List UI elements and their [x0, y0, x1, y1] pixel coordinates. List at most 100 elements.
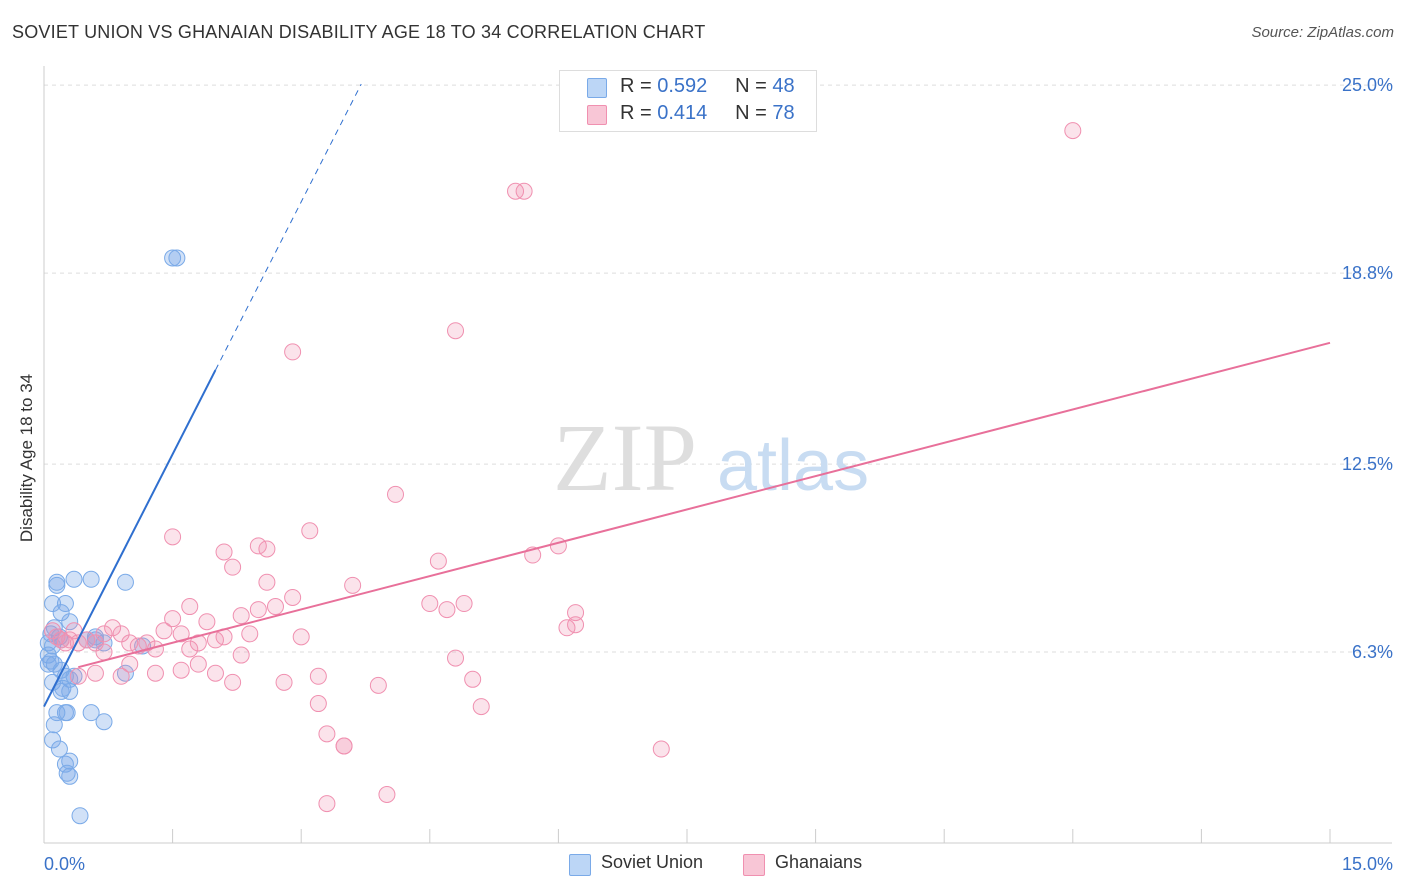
source-label: Source: ZipAtlas.com: [1251, 24, 1394, 41]
legend-ghana-r: 0.414: [657, 102, 708, 124]
soviet-point: [168, 249, 186, 267]
legend-swatch-ghana: [587, 105, 607, 125]
soviet-point: [71, 807, 89, 825]
x-tick-label: 0.0%: [44, 854, 85, 874]
ghana-point: [515, 182, 533, 200]
ghana-point: [309, 667, 327, 685]
ghana-point: [507, 182, 525, 200]
ghana-point: [429, 552, 447, 570]
soviet-point: [58, 764, 76, 782]
ghana-point: [318, 795, 336, 813]
soviet-point: [82, 704, 100, 722]
ghana-point: [464, 670, 482, 688]
chart-title: SOVIET UNION VS GHANAIAN DISABILITY AGE …: [12, 22, 706, 42]
soviet-point: [52, 604, 70, 622]
soviet-point: [52, 682, 70, 700]
ghana-point: [284, 343, 302, 361]
trend-lines: [43, 83, 1331, 708]
soviet-point: [42, 652, 60, 670]
soviet-point: [45, 655, 63, 673]
ghana-point: [198, 613, 216, 631]
ghana-point: [447, 649, 465, 667]
ghana-point: [146, 664, 164, 682]
ghana-point: [387, 485, 405, 503]
ghana-point: [164, 528, 182, 546]
bottom-legend-label-ghana: Ghanaians: [775, 852, 863, 872]
ghana-point: [1064, 122, 1082, 140]
y-tick-label: 12.5%: [1342, 454, 1393, 474]
soviet-point: [45, 716, 63, 734]
ghana-point: [378, 785, 396, 803]
ghana-point: [232, 607, 250, 625]
ghana-point: [189, 634, 207, 652]
ghana-point: [284, 588, 302, 606]
ghana-point: [86, 634, 104, 652]
ghana-point: [112, 667, 130, 685]
ghana-point: [275, 673, 293, 691]
legend-n-label: N =: [735, 75, 767, 97]
ghana-point: [472, 698, 490, 716]
soviet-trend-line: [43, 369, 217, 708]
ghana-point: [224, 558, 242, 576]
y-tick-labels: 6.3% 12.5% 18.8% 25.0%: [1342, 75, 1393, 662]
ghana-point: [232, 646, 250, 664]
y-tick-label: 6.3%: [1352, 642, 1393, 662]
ghana-point: [69, 667, 87, 685]
ghana-point: [172, 625, 190, 643]
soviet-point: [58, 704, 76, 722]
axes: [43, 66, 1392, 844]
soviet-point: [95, 713, 113, 731]
ghana-point: [292, 628, 310, 646]
legend-soviet-r: 0.592: [657, 75, 708, 97]
bottom-legend-swatch-ghana: [743, 854, 765, 876]
ghana-point: [206, 664, 224, 682]
ghana-point: [447, 322, 465, 340]
ghana-point: [567, 604, 585, 622]
soviet-point: [61, 767, 79, 785]
legend-box: R = 0.592 N = 48 R = 0.414 N = 78: [559, 70, 817, 132]
x-tick-label: 15.0%: [1342, 854, 1393, 874]
watermark-atlas: atlas: [717, 426, 869, 506]
soviet-point: [65, 570, 83, 588]
y-tick-label: 18.8%: [1342, 263, 1393, 283]
bottom-legend-swatch-soviet: [569, 854, 591, 876]
ghana-point: [138, 634, 156, 652]
ghana-point: [249, 601, 267, 619]
soviet-point: [50, 740, 68, 758]
legend-r-label: R =: [620, 75, 652, 97]
soviet-point: [44, 731, 62, 749]
ghana-point: [155, 622, 173, 640]
ghana-point: [369, 676, 387, 694]
ghana-point: [181, 640, 199, 658]
ghana-trend-line: [78, 341, 1331, 669]
bottom-legend-label-soviet: Soviet Union: [601, 852, 704, 872]
soviet-point: [164, 249, 182, 267]
ghana-point: [121, 655, 139, 673]
soviet-point: [48, 573, 66, 591]
soviet-trend-extension: [215, 83, 362, 371]
ghana-point: [455, 595, 473, 613]
data-points: [39, 122, 1082, 825]
ghana-point: [567, 616, 585, 634]
ghana-point: [652, 740, 670, 758]
legend-n-label: N =: [735, 102, 767, 124]
grid-lines: [44, 84, 1392, 653]
ghana-point: [112, 625, 130, 643]
ghana-point: [164, 610, 182, 628]
ghana-point: [215, 543, 233, 561]
ghana-point: [86, 664, 104, 682]
legend-soviet-n: 48: [772, 75, 795, 97]
ghana-point: [95, 643, 113, 661]
ghana-point: [318, 725, 336, 743]
soviet-point: [116, 573, 134, 591]
soviet-point: [82, 570, 100, 588]
ghana-point: [172, 661, 190, 679]
ghana-point: [258, 573, 276, 591]
ghana-point: [241, 625, 259, 643]
ghana-point: [258, 540, 276, 558]
ghana-point: [104, 619, 122, 637]
ghana-point: [224, 673, 242, 691]
ghana-point: [344, 576, 362, 594]
ghana-point: [266, 598, 284, 616]
